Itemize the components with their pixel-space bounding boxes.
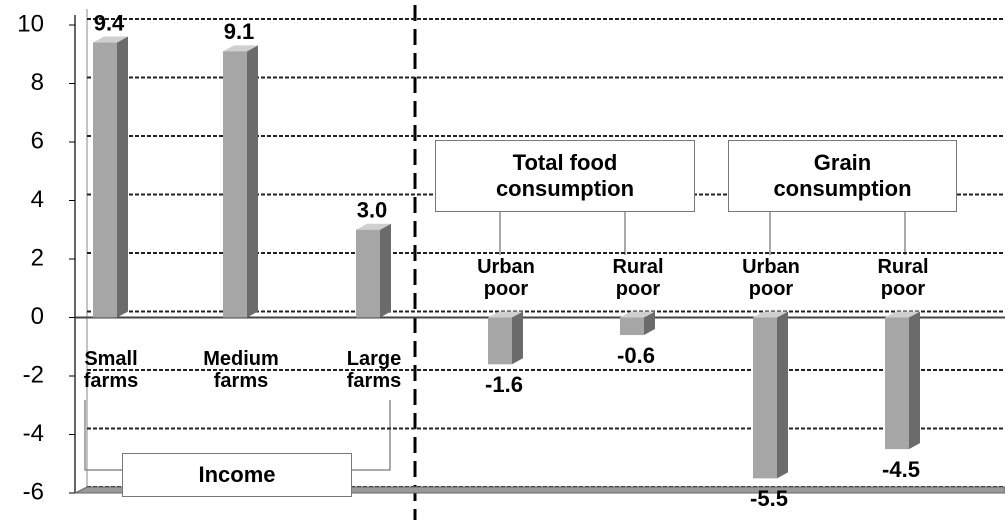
value-label: 9.4 [94, 10, 125, 35]
value-label: 9.1 [224, 19, 255, 44]
x-tick-label-box: Large farms [346, 347, 402, 392]
y-tick-label: -6 [23, 478, 44, 505]
bar-top [885, 311, 920, 318]
x-tick-label-box: Urban poor [477, 255, 535, 300]
bar-side [512, 311, 523, 365]
bar-side [117, 36, 128, 318]
x-tick-label-box: Medium farms [203, 347, 279, 392]
value-label: -1.6 [485, 372, 523, 397]
x-tick-label: Rural poor [877, 255, 929, 300]
y-tick-label: 4 [31, 186, 44, 213]
annotation-box: Total food consumption [435, 140, 695, 212]
value-label: 3.0 [357, 198, 388, 223]
x-tick-label-box: Rural poor [612, 255, 664, 300]
annotation: Grain consumption [728, 140, 957, 212]
bar-side [380, 223, 391, 318]
bar-side [247, 45, 258, 318]
bar-side [909, 311, 920, 450]
x-tick-label: Urban poor [742, 255, 800, 300]
y-tick-label: -2 [23, 361, 44, 388]
bar [620, 317, 644, 336]
x-tick-label: Urban poor [477, 255, 535, 300]
bar [93, 42, 117, 318]
bar-side [777, 311, 788, 479]
bar-side [644, 311, 655, 336]
bar-top [488, 311, 523, 318]
annotation: Income [122, 453, 352, 497]
value-label: -4.5 [882, 457, 920, 482]
x-tick-label-box: Urban poor [742, 255, 800, 300]
value-label: -5.5 [750, 486, 788, 511]
annotation: Total food consumption [435, 140, 695, 212]
bar [223, 51, 247, 318]
y-tick-label: 0 [31, 303, 44, 330]
bar-top [356, 223, 391, 230]
y-tick-label: -4 [23, 420, 44, 447]
x-tick-label-box: Small farms [83, 347, 139, 392]
bar-top [620, 311, 655, 318]
x-tick-label: Large farms [346, 347, 402, 392]
x-tick-label: Rural poor [612, 255, 664, 300]
y-tick-label: 2 [31, 244, 44, 271]
bar [885, 317, 909, 450]
bar [753, 317, 777, 479]
x-tick-label-box: Rural poor [877, 255, 929, 300]
annotation-box: Grain consumption [728, 140, 957, 212]
bar [356, 229, 380, 318]
bar-top [223, 45, 258, 52]
y-tick-label: 6 [31, 127, 44, 154]
annotation-box: Income [122, 453, 352, 497]
y-tick-label: 10 [17, 10, 44, 37]
bar-top [753, 311, 788, 318]
bar [488, 317, 512, 365]
x-tick-label: Medium farms [203, 347, 279, 392]
value-label: -0.6 [617, 343, 655, 368]
y-tick-label: 8 [31, 69, 44, 96]
bar-top [93, 36, 128, 43]
x-tick-label: Small farms [83, 347, 139, 392]
